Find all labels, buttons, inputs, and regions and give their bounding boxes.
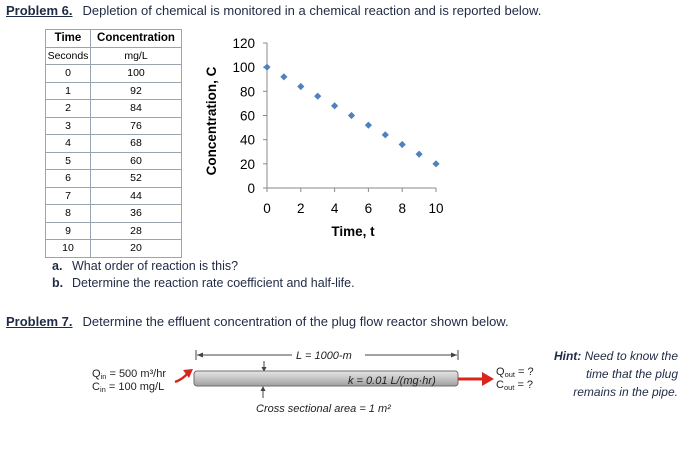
table-row: 4 68 [45,134,182,153]
concentration-cell: 84 [90,99,182,118]
problem7-label: Problem 7. [6,314,73,329]
concentration-cell: 60 [90,151,182,170]
time-cell: 1 [45,81,91,100]
time-cell: 5 [45,151,91,170]
table-row: 6 52 [45,169,182,188]
x-tick-label: 10 [428,201,443,216]
data-point [364,121,372,129]
data-point [347,111,356,120]
concentration-cell: 92 [90,81,182,100]
y-tick-label: 100 [232,60,255,75]
pfr-diagram: L = 1000-m k = 0.01 L/(mg·hr) Cross sect… [92,349,678,415]
table-row: 10 20 [45,239,182,258]
question-b-label: b. [52,276,64,290]
hint-line1: Hint: Need to know the [554,349,678,363]
rate-constant-label: k = 0.01 L/(mg·hr) [348,375,436,387]
time-cell: 7 [45,186,91,205]
table-row: 7 44 [45,186,182,205]
outlet-arrow [458,372,494,386]
table-row: 0 100 [45,64,182,83]
data-point [398,140,406,149]
time-cell: 4 [45,134,91,153]
chart-xlabel: Time, t [331,224,375,239]
concentration-cell: 36 [90,204,182,223]
table-row: 2 84 [45,99,182,118]
concentration-cell: 20 [90,239,182,258]
time-cell: 8 [45,204,91,223]
outlet-flow-label: Qout = ? [496,366,534,379]
concentration-cell: 100 [90,64,182,83]
table-row: 1 92 [45,81,182,100]
concentration-cell: 44 [90,186,182,205]
data-point [297,82,305,91]
time-cell: 3 [45,116,91,135]
question-a: a. What order of reaction is this? [52,259,238,273]
problem6-text: Depletion of chemical is monitored in a … [82,3,542,18]
concentration-cell: 52 [90,169,182,188]
k-pointer-head [261,367,267,372]
table-row: 3 76 [45,116,182,135]
time-cell: 2 [45,99,91,118]
problem6-heading: Problem 6. Depletion of chemical is monit… [6,3,541,18]
data-point [314,92,322,100]
outlet-concentration-label: Cout = ? [496,379,533,392]
y-tick-label: 0 [247,181,255,196]
y-tick-label: 80 [240,84,255,99]
unit-concentration: mg/L [90,46,182,65]
hint-line3: remains in the pipe. [573,385,678,399]
header-time: Time [45,29,91,48]
y-tick-label: 120 [232,36,255,51]
time-cell: 9 [45,221,91,240]
x-tick-label: 4 [331,201,339,216]
pipe-length-label: L = 1000-m [296,350,352,362]
x-tick-label: 0 [263,201,271,216]
data-point [381,131,389,139]
x-tick-label: 8 [398,201,406,216]
area-pointer-head [260,386,266,391]
table-row: 8 36 [45,204,182,223]
inlet-concentration-label: Cin = 100 mg/L [92,381,164,394]
data-point [331,102,339,110]
header-concentration: Concentration [90,29,182,48]
chart-ylabel: Concentration, C [204,66,219,175]
data-point [415,150,423,158]
hint-line2: time that the plug [586,367,678,381]
table-row: 9 28 [45,221,182,240]
problem6-label: Problem 6. [6,3,73,18]
concentration-cell: 28 [90,221,182,240]
concentration-table: Time Concentration Seconds mg/L 0 100 1 92 2… [45,29,182,258]
cross-section-label: Cross sectional area = 1 m² [256,403,391,415]
x-tick-label: 6 [365,201,373,216]
time-cell: 10 [45,239,91,258]
data-point [263,63,271,71]
y-tick-label: 40 [240,133,255,148]
problem7-text: Determine the effluent concentration of … [82,314,509,329]
y-tick-label: 20 [240,157,255,172]
data-point [432,160,440,168]
inlet-arrow [174,369,193,384]
table-row: 5 60 [45,151,182,170]
question-b-text: Determine the reaction rate coefficient … [72,276,355,290]
data-point [280,73,288,81]
question-a-label: a. [52,259,63,273]
x-tick-label: 2 [297,201,305,216]
inlet-flow-label: Qin = 500 m³/hr [92,368,166,381]
unit-time: Seconds [45,46,91,65]
concentration-cell: 68 [90,134,182,153]
concentration-cell: 76 [90,116,182,135]
question-a-text: What order of reaction is this? [72,259,239,273]
y-tick-label: 60 [240,109,255,124]
time-cell: 0 [45,64,91,83]
length-dimension [195,350,459,360]
time-cell: 6 [45,169,91,188]
question-b: b. Determine the reaction rate coefficien… [52,276,355,290]
problem7-heading: Problem 7. Determine the effluent concent… [6,314,509,329]
